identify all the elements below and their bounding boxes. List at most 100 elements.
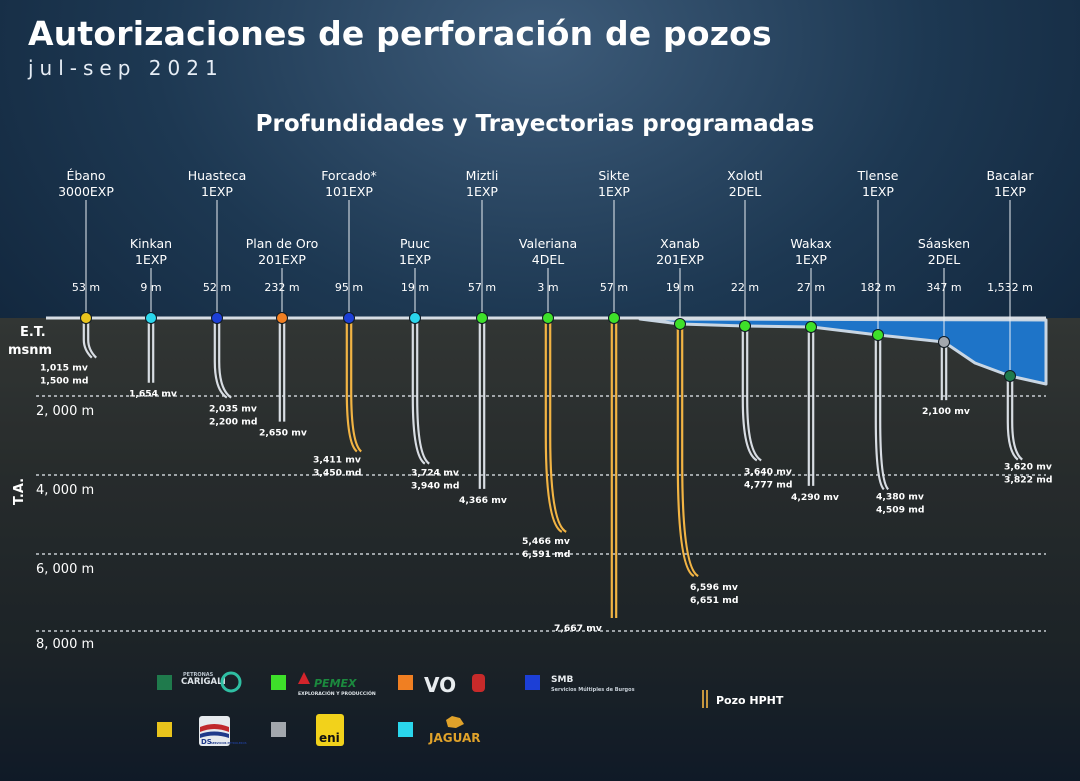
well-2-trajectory-1 [213, 318, 228, 399]
well-6-elevation: 57 m [468, 281, 496, 294]
well-11-elevation: 27 m [797, 281, 825, 294]
legend-logo-vo: VO [424, 673, 485, 697]
well-2-code: 1EXP [201, 184, 233, 199]
well-4-name: Forcado* [321, 168, 377, 183]
well-0-depth-md: 1,500 md [40, 376, 88, 387]
well-9-name: Xanab [660, 236, 700, 251]
svg-text:PETRONAS: PETRONAS [183, 672, 214, 678]
well-4-depth-mv: 3,411 mv [313, 454, 361, 465]
well-7-trajectory-2 [549, 318, 567, 533]
legend-swatch-pemex [271, 675, 286, 690]
well-9-depth-mv: 6,596 mv [690, 582, 738, 593]
legend-swatch-smb [525, 675, 540, 690]
well-0-code: 3000EXP [58, 184, 114, 199]
well-3-depth-mv: 2,650 mv [259, 428, 307, 439]
well-14-elevation: 1,532 m [987, 281, 1033, 294]
legend-logo-carigali: PETRONAS CARIGALI [181, 671, 242, 693]
well-1-elevation: 9 m [140, 281, 161, 294]
well-5-elevation: 19 m [401, 281, 429, 294]
well-12-trajectory-1 [874, 335, 885, 491]
well-1-name: Kinkan [130, 236, 172, 251]
well-12-marker [872, 329, 884, 341]
well-14-depth-md: 3,822 md [1004, 475, 1052, 486]
well-8-depth-mv: 7,667 mv [554, 623, 602, 634]
well-0-trajectory-1 [82, 318, 93, 359]
well-2-trajectory-2 [218, 318, 232, 399]
well-10-elevation: 22 m [731, 281, 759, 294]
svg-text:CARIGALI: CARIGALI [181, 677, 226, 687]
sea-water [638, 317, 1048, 386]
well-9-depth-md: 6,651 md [690, 595, 738, 606]
well-14-depth-mv: 3,620 mv [1004, 462, 1052, 473]
well-10-marker [739, 320, 751, 332]
well-4-trajectory-1 [345, 318, 358, 453]
well-5-code: 1EXP [399, 252, 431, 267]
svg-text:eni: eni [319, 731, 340, 745]
svg-text:SMB: SMB [551, 675, 573, 685]
well-4-elevation: 95 m [335, 281, 363, 294]
well-0-trajectory-2 [87, 318, 97, 359]
svg-text:VO: VO [424, 673, 456, 697]
axis-label-et: E.T. [20, 325, 46, 340]
well-4-depth-md: 3,450 md [313, 467, 361, 478]
well-9-elevation: 19 m [666, 281, 694, 294]
well-3-elevation: 232 m [264, 281, 299, 294]
well-10-depth-md: 4,777 md [744, 479, 792, 490]
well-14-trajectory-2 [1011, 376, 1023, 461]
axis-label-msnm: msnm [8, 343, 52, 358]
well-3-code: 201EXP [258, 252, 306, 267]
well-9-marker [674, 318, 686, 330]
well-1-code: 1EXP [135, 252, 167, 267]
well-8-marker [608, 312, 620, 324]
well-7-depth-md: 6,591 md [522, 549, 570, 560]
well-12-name: Tlense [857, 168, 899, 183]
well-6-marker [476, 312, 488, 324]
well-11-marker [805, 321, 817, 333]
well-12-depth-md: 4,509 md [876, 504, 924, 515]
legend: PETRONAS CARIGALI PEMEX EXPLORACIÓN Y PR… [157, 671, 784, 746]
svg-text:SERVICIOS PETROLEROS: SERVICIOS PETROLEROS [211, 741, 247, 745]
well-9-trajectory-1 [676, 324, 695, 578]
legend-logo-eni: eni [316, 714, 344, 746]
well-13-marker [938, 336, 950, 348]
well-11-name: Wakax [790, 236, 831, 251]
svg-text:Servicios Múltiples de Burgos: Servicios Múltiples de Burgos [551, 686, 635, 693]
well-4-marker [343, 312, 355, 324]
well-7-name: Valeriana [519, 236, 577, 251]
well-7-elevation: 3 m [537, 281, 558, 294]
legend-swatch-vo [398, 675, 413, 690]
well-2-marker [211, 312, 223, 324]
well-14-name: Bacalar [986, 168, 1034, 183]
svg-text:JAGUAR: JAGUAR [428, 731, 481, 745]
axis-label-ta: T.A. [12, 478, 27, 505]
axis-tick-4000: 4, 000 m [36, 483, 94, 498]
well-7-depth-mv: 5,466 mv [522, 536, 570, 547]
well-5-name: Puuc [400, 236, 430, 251]
well-7-trajectory-1 [544, 318, 563, 533]
well-8-name: Sikte [598, 168, 630, 183]
axis-tick-8000: 8, 000 m [36, 637, 94, 652]
well-12-elevation: 182 m [860, 281, 895, 294]
well-13-code: 2DEL [928, 252, 960, 267]
page-subtitle: jul-sep 2021 [28, 56, 224, 80]
legend-hpht-label: Pozo HPHT [716, 694, 784, 707]
well-0-marker [80, 312, 92, 324]
well-1-depth-mv: 1,654 mv [129, 389, 177, 400]
well-14-code: 1EXP [994, 184, 1026, 199]
well-1-marker [145, 312, 157, 324]
well-5-marker [409, 312, 421, 324]
well-0-name: Ébano [66, 168, 105, 183]
well-10-trajectory-2 [746, 326, 762, 462]
well-4: Forcado*101EXP 95 m 3,411 mv 3,450 md [313, 168, 377, 478]
well-14-trajectory-1 [1006, 376, 1019, 461]
axis-tick-6000: 6, 000 m [36, 562, 94, 577]
